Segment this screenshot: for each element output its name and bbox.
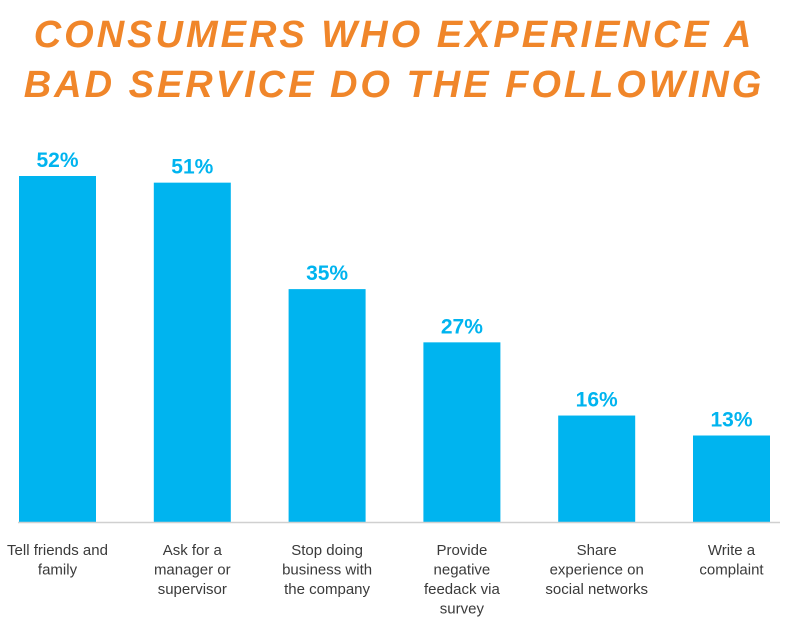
bar <box>288 289 366 522</box>
category-label: Ask for a <box>163 542 223 559</box>
category-label: Stop doing <box>291 542 363 559</box>
category-label: experience on <box>550 562 644 579</box>
bar <box>19 176 96 522</box>
category-label: survey <box>440 601 485 618</box>
data-label: 52% <box>36 149 78 172</box>
category-label: feedack via <box>424 581 501 598</box>
category-label: manager or <box>154 562 231 579</box>
category-label: Provide <box>436 542 487 559</box>
category-label: Share <box>577 542 617 559</box>
data-label: 51% <box>171 156 213 179</box>
bar <box>153 182 231 522</box>
category-label: family <box>38 562 78 579</box>
category-label: complaint <box>699 562 764 579</box>
chart-title-line-2: BAD SERVICE DO THE FOLLOWING <box>24 64 765 106</box>
category-label: supervisor <box>158 581 227 598</box>
data-label: 27% <box>441 315 483 338</box>
category-label: the company <box>284 581 370 598</box>
category-label: negative <box>434 562 491 579</box>
chart-title-line-1: CONSUMERS WHO EXPERIENCE A <box>34 14 755 56</box>
bar <box>558 415 636 522</box>
bar <box>423 342 501 522</box>
bar <box>693 435 770 522</box>
data-label: 35% <box>306 262 348 285</box>
data-label: 16% <box>576 389 618 412</box>
category-label: Tell friends and <box>7 542 108 559</box>
category-label: Write a <box>708 542 756 559</box>
data-label: 13% <box>710 409 752 432</box>
category-label: business with <box>282 562 372 579</box>
category-label: social networks <box>545 581 648 598</box>
